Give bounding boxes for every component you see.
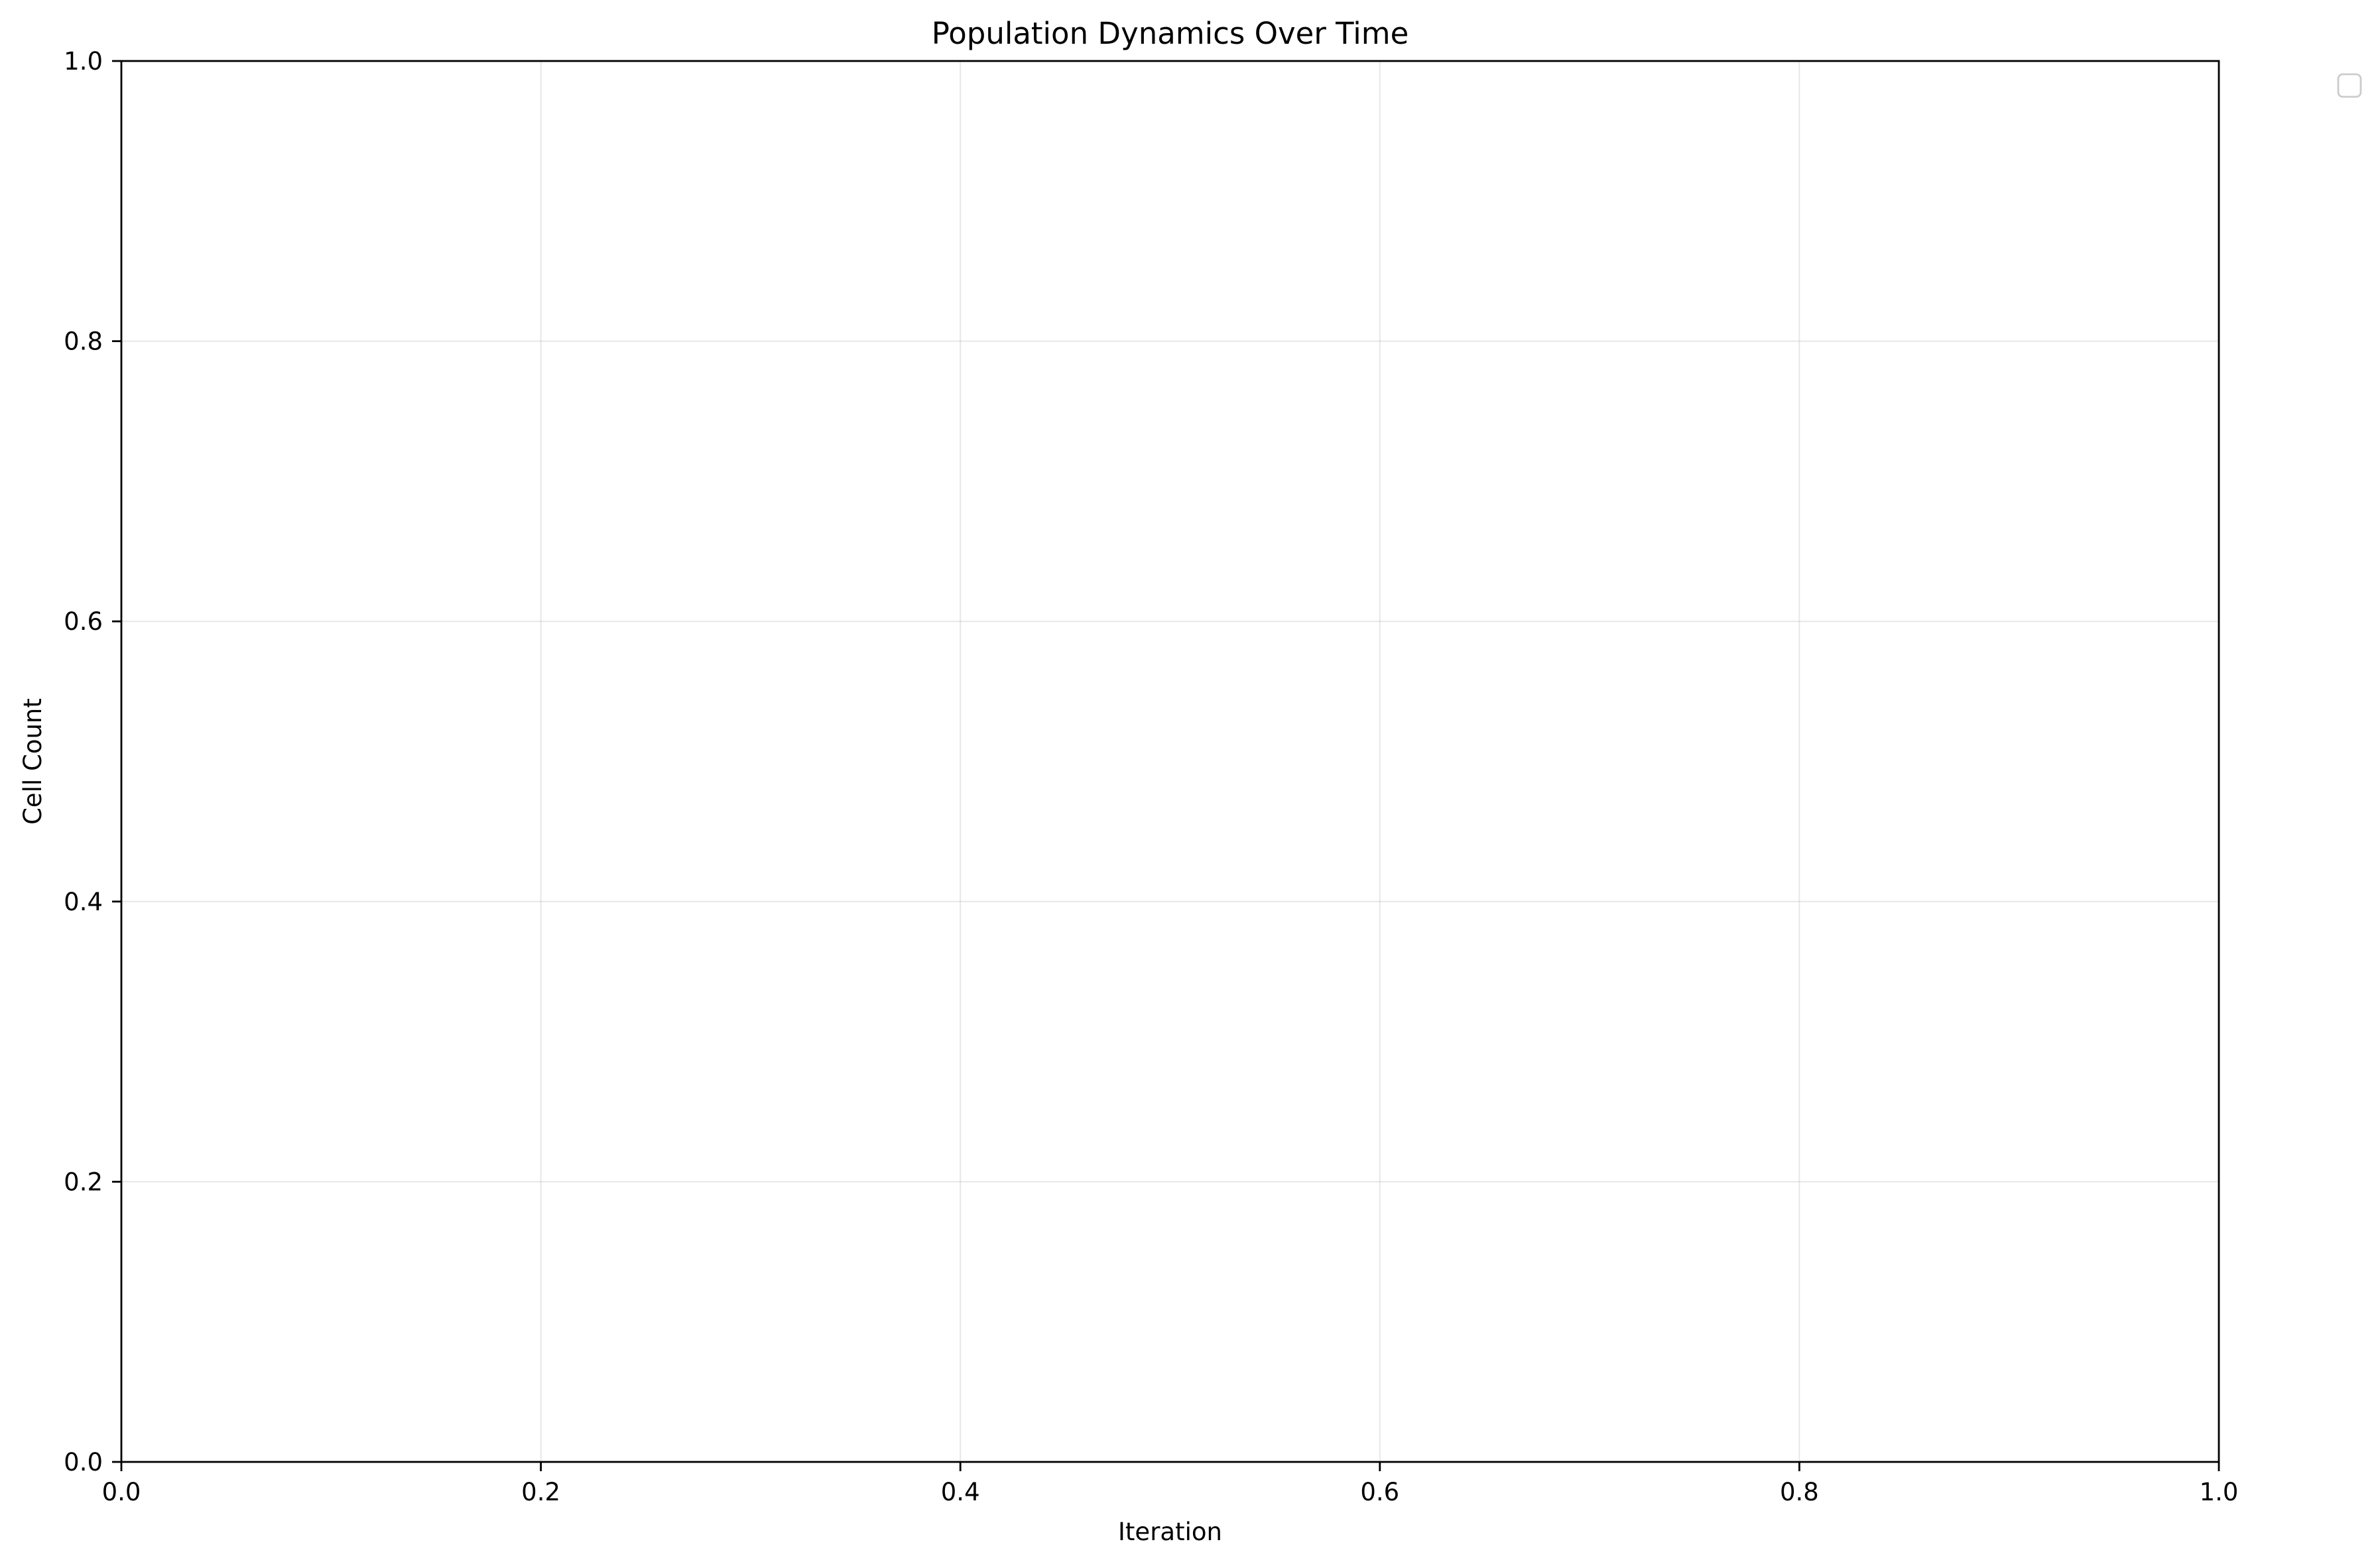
y-tick-label: 0.8 — [64, 328, 103, 356]
x-axis-ticks: 0.0 0.2 0.4 0.6 0.8 1.0 — [102, 1462, 2239, 1506]
y-tick-label: 0.6 — [64, 607, 103, 636]
y-axis-ticks: 0.0 0.2 0.4 0.6 0.8 1.0 — [64, 47, 121, 1477]
x-tick-label: 1.0 — [2200, 1478, 2239, 1506]
y-tick-label: 0.0 — [64, 1448, 103, 1477]
legend-box — [2337, 73, 2362, 98]
y-tick-label: 1.0 — [64, 47, 103, 76]
x-tick-label: 0.6 — [1360, 1478, 1399, 1506]
plot-area-frame — [120, 60, 2220, 1463]
x-tick-label: 0.0 — [102, 1478, 141, 1506]
y-tick-label: 0.4 — [64, 888, 103, 916]
chart-title: Population Dynamics Over Time — [932, 16, 1409, 51]
y-axis-label: Cell Count — [19, 698, 47, 825]
x-axis-label: Iteration — [1118, 1518, 1222, 1546]
x-tick-label: 0.8 — [1780, 1478, 1819, 1506]
x-tick-label: 0.2 — [521, 1478, 560, 1506]
x-tick-label: 0.4 — [941, 1478, 980, 1506]
y-tick-label: 0.2 — [64, 1168, 103, 1196]
